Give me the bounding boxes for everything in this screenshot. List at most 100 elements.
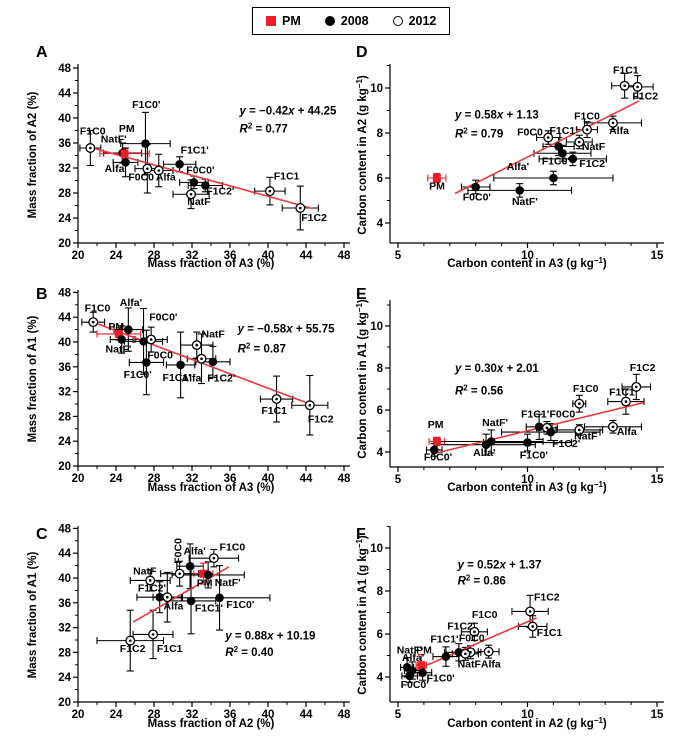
point-label-F0C0: F0C0: [550, 408, 576, 420]
r-squared: R2 = 0.56: [455, 383, 503, 397]
y-tick-label: 48: [58, 287, 71, 299]
point-F1C2': [208, 357, 218, 367]
point-Alfa': [185, 561, 195, 571]
y-tick-label: 28: [58, 188, 71, 200]
point-label-F1C1: F1C1: [261, 405, 287, 417]
point-label-F1C2': F1C2': [579, 158, 607, 170]
y-axis-title: Carbon content in A1 (g kg−1): [355, 535, 369, 695]
legend-label-2008: 2008: [340, 14, 369, 28]
point-label-NatF': NatF': [106, 344, 132, 356]
point-label-NatF': NatF': [215, 577, 241, 589]
point-label-F0C0': F0C0': [463, 192, 491, 204]
x-tick-label: 36: [224, 250, 237, 262]
point-F1C0: [582, 124, 593, 135]
point-F0C0': [471, 182, 481, 192]
y-tick-label: 32: [58, 163, 71, 175]
panel-letter: C: [36, 526, 48, 543]
regression-equation: y = 0.52x + 1.37: [457, 559, 542, 571]
point-label-Alfa': Alfa': [473, 447, 495, 459]
point-label-F0C0: F0C0: [517, 126, 543, 138]
point-label-F1C1': F1C1': [521, 408, 549, 420]
y-tick-label: 36: [58, 598, 71, 610]
x-tick-label: 32: [186, 473, 199, 485]
x-tick-label: 20: [72, 250, 85, 262]
x-axis-title: Mass fraction of A3 (%): [148, 258, 275, 270]
figure-legend: PM 2008 2012: [252, 7, 451, 35]
pm-square-icon: [266, 16, 276, 26]
y-tick-label: 10: [370, 83, 383, 95]
x-tick-label: 44: [300, 473, 313, 485]
point-F0C0': [189, 178, 199, 187]
point-label-NatF: NatF: [202, 329, 226, 341]
x-tick-label: 28: [148, 473, 161, 485]
point-label-PM: PM: [416, 644, 432, 656]
x-axis-title: Mass fraction of A3 (%): [148, 482, 275, 494]
y-tick-label: 48: [58, 523, 71, 535]
point-NatF: [574, 137, 585, 147]
point-label-NatF: NatF: [133, 565, 157, 577]
point-NatF: [191, 340, 202, 351]
point-Alfa': [121, 158, 130, 167]
point-label-F0C0: F0C0: [128, 172, 154, 184]
point-label-F1C2: F1C2: [308, 414, 334, 426]
y-tick-label: 20: [58, 238, 71, 250]
trend-line: [454, 100, 640, 195]
point-PM: [432, 174, 441, 182]
y-tick-label: 44: [58, 88, 71, 100]
y-tick-label: 20: [58, 697, 71, 709]
x-tick-label: 15: [651, 709, 664, 721]
panel-C: 20 24 28 32 36 40 44 48 20 24 28 32 36 40 44 48 Mass fra…: [27, 523, 351, 730]
point-label-F0C0: F0C0: [173, 538, 185, 564]
y-tick-label: 6: [377, 405, 383, 417]
point-Alfa: [608, 421, 618, 432]
y-tick-label: 4: [377, 672, 384, 684]
x-axis-title: Carbon content in A3 (g kg−1): [447, 256, 607, 270]
point-label-F1C0': F1C0': [226, 599, 254, 611]
y-tick-label: 36: [58, 362, 71, 374]
point-F1C2': [201, 181, 210, 190]
point-label-F1C0': F1C0': [520, 449, 548, 461]
point-F1C2: [125, 635, 136, 646]
x-tick-label: 36: [224, 709, 237, 721]
panel-B: 20 24 28 32 36 40 44 48 20 24 28 32 36 40 44 48 Mass fra…: [27, 286, 351, 494]
point-label-Alfa': Alfa': [120, 297, 142, 309]
point-label-F1C1: F1C1: [274, 170, 300, 182]
point-F0C0: [174, 568, 185, 579]
point-label-F1C0': F1C0': [542, 156, 570, 168]
x-tick-label: 10: [521, 709, 534, 721]
point-label-Alfa': Alfa': [105, 163, 127, 175]
point-label-Alfa: Alfa: [617, 426, 637, 438]
point-F1C0': [418, 668, 427, 677]
point-Alfa': [124, 325, 133, 334]
point-F1C0: [469, 626, 480, 637]
point-NatF: [574, 425, 585, 435]
point-label-Alfa: Alfa: [481, 658, 501, 670]
point-F1C1: [620, 396, 631, 407]
point-NatF': [203, 570, 213, 580]
y-tick-label: 4: [377, 447, 384, 459]
panel-letter: A: [36, 44, 48, 61]
x-tick-label: 36: [224, 473, 237, 485]
point-label-Alfa: Alfa: [156, 172, 176, 184]
legend-item-2012: 2012: [392, 14, 436, 28]
point-F0C0': [139, 337, 148, 346]
point-label-PM: PM: [119, 123, 135, 135]
point-NatF': [117, 335, 126, 344]
point-label-Alfa: Alfa: [182, 373, 202, 385]
y-axis-title: Mass fraction of A1 (%): [27, 551, 39, 678]
point-F1C0: [574, 398, 585, 409]
y-tick-label: 44: [58, 548, 71, 560]
y-axis-title: Mass fraction of A1 (%): [27, 315, 39, 442]
x-tick-label: 10: [521, 250, 534, 262]
legend-item-pm: PM: [266, 14, 301, 28]
x-tick-label: 24: [110, 250, 123, 262]
point-label-F1C0': F1C0': [132, 99, 160, 111]
point-F1C1: [619, 80, 630, 91]
point-label-F1C0: F1C0: [574, 111, 600, 123]
y-tick-label: 4: [377, 218, 384, 230]
point-label-F1C0: F1C0: [472, 609, 498, 621]
x-tick-label: 44: [300, 709, 313, 721]
